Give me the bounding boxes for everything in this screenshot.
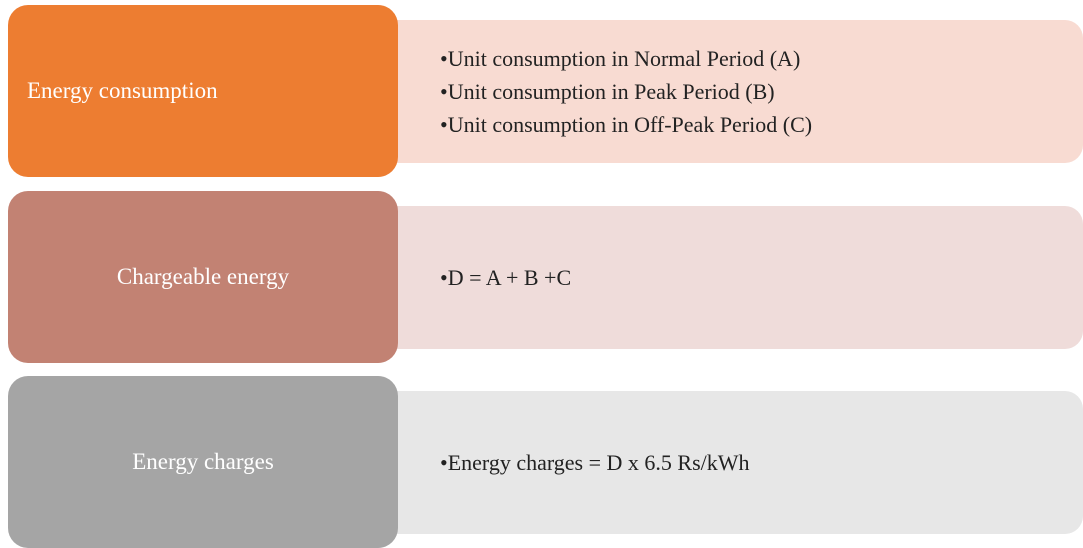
- category-box: Energy consumption: [8, 5, 398, 177]
- category-box: Chargeable energy: [8, 191, 398, 363]
- category-label: Chargeable energy: [116, 264, 290, 289]
- details-box: •Unit consumption in Normal Period (A) •…: [380, 20, 1083, 163]
- details-box: •Energy charges = D x 6.5 Rs/kWh: [380, 391, 1083, 534]
- category-box: Energy charges: [8, 376, 398, 548]
- category-label: Energy consumption: [27, 78, 218, 103]
- bullet-item: •Energy charges = D x 6.5 Rs/kWh: [440, 450, 750, 475]
- bullet-item: •Unit consumption in Normal Period (A): [440, 46, 801, 71]
- bullet-item: •Unit consumption in Off-Peak Period (C): [440, 112, 813, 137]
- details-box: •D = A + B +C: [380, 206, 1083, 349]
- category-label: Energy charges: [132, 449, 274, 474]
- bullet-item: •D = A + B +C: [440, 265, 572, 290]
- bullet-item: •Unit consumption in Peak Period (B): [440, 79, 775, 104]
